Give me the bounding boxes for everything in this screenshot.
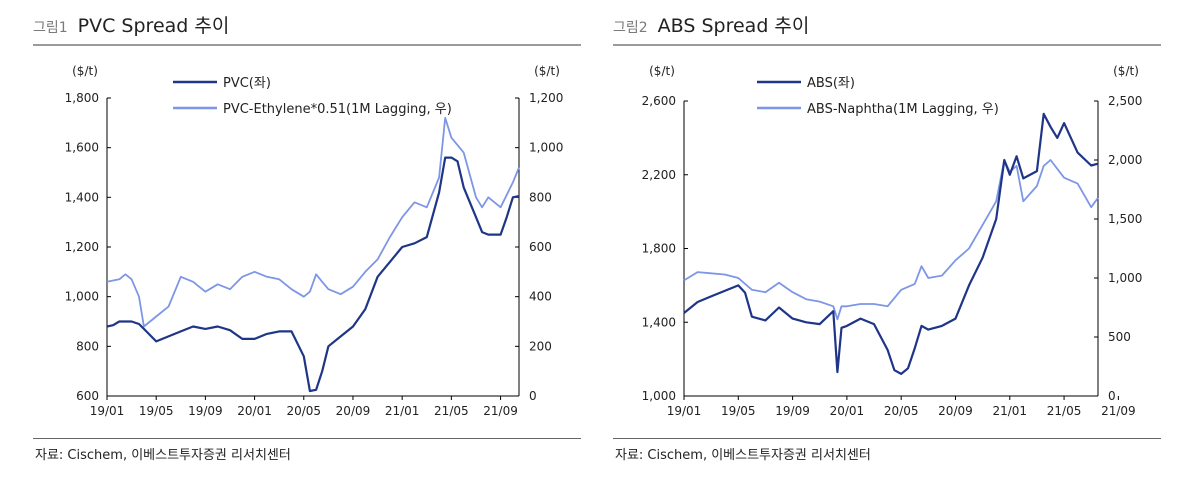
title-rule <box>613 44 1161 46</box>
chart-title: 그림1 PVC Spread 추이 <box>33 12 229 40</box>
pvc-spread-chart: ($/t) ($/t) 1,800 1,600 1,400 1,200 1,000 800 60… <box>65 64 564 418</box>
x-tick-label: 19/09 <box>188 404 223 418</box>
x-tick-label: 20/01 <box>237 404 272 418</box>
legend-label: PVC(좌) <box>223 76 271 91</box>
x-tick-label: 20/05 <box>884 404 919 418</box>
y-tick-label-left: 600 <box>76 389 99 403</box>
source-rule <box>613 438 1161 439</box>
series-line-spread <box>683 159 1099 321</box>
y-axis-unit-left: ($/t) <box>72 64 98 78</box>
y-tick-label-right: 600 <box>529 240 552 254</box>
y-tick-label-right: 1,000 <box>529 141 563 155</box>
y-tick-label-right: 200 <box>529 339 552 353</box>
y-tick-label-left: 1,600 <box>65 141 99 155</box>
source-note: 자료: Cischem, 이베스트투자증권 리서치센터 <box>615 448 871 463</box>
y-tick-label-right: 2,000 <box>1108 153 1142 167</box>
chart-panel-pvc: 그림1 PVC Spread 추이 ($/t) ($/t) 1,800 1,600 1,4… <box>33 0 581 484</box>
y-tick-label-left: 2,600 <box>642 94 676 108</box>
y-tick-label-left: 1,000 <box>65 290 99 304</box>
y-tick-label-left: 2,200 <box>642 168 676 182</box>
y-tick-label-left: 1,800 <box>65 91 99 105</box>
figure-label: 그림1 <box>33 20 68 36</box>
source-rule <box>33 438 581 439</box>
legend-label: ABS(좌) <box>807 76 855 91</box>
x-tick-label: 19/01 <box>667 404 702 418</box>
chart-title-text: PVC Spread 추이 <box>77 15 230 37</box>
x-tick-label: 19/09 <box>775 404 810 418</box>
x-tick-label: 19/05 <box>139 404 174 418</box>
x-tick-label: 21/05 <box>1047 404 1082 418</box>
y-tick-label-right: 0 <box>1108 389 1116 403</box>
y-tick-label-left: 1,000 <box>642 389 676 403</box>
y-tick-label-left: 1,400 <box>642 315 676 329</box>
x-tick-label: 21/01 <box>385 404 420 418</box>
y-tick-label-right: 500 <box>1108 330 1131 344</box>
y-tick-label-left: 1,200 <box>65 240 99 254</box>
chart-title: 그림2 ABS Spread 추이 <box>613 12 809 40</box>
chart-panel-abs: 그림2 ABS Spread 추이 ($/t) ($/t) 2,600 2,200 1,8… <box>613 0 1161 484</box>
source-note: 자료: Cischem, 이베스트투자증권 리서치센터 <box>35 448 291 463</box>
y-axis-unit-right: ($/t) <box>534 64 560 78</box>
y-axis-unit-right: ($/t) <box>1113 64 1139 78</box>
series-line-primary <box>683 112 1099 375</box>
x-tick-label: 20/05 <box>286 404 321 418</box>
title-rule <box>33 44 581 46</box>
series-line-primary <box>106 156 520 393</box>
y-tick-label-left: 800 <box>76 339 99 353</box>
legend-label: PVC-Ethylene*0.51(1M Lagging, 우) <box>223 102 452 117</box>
abs-spread-chart: ($/t) ($/t) 2,600 2,200 1,800 1,400 1,000 2,500… <box>642 64 1143 418</box>
y-tick-label-right: 2,500 <box>1108 94 1142 108</box>
y-tick-label-right: 1,500 <box>1108 212 1142 226</box>
chart-title-text: ABS Spread 추이 <box>657 15 810 37</box>
y-tick-label-left: 1,800 <box>642 242 676 256</box>
x-tick-label: 21/09 <box>483 404 518 418</box>
figure-label: 그림2 <box>613 20 648 36</box>
y-tick-label-right: 0 <box>529 389 537 403</box>
x-tick-label: 20/09 <box>938 404 973 418</box>
legend-label: ABS-Naphtha(1M Lagging, 우) <box>807 102 999 117</box>
x-tick-label: 19/01 <box>90 404 125 418</box>
y-tick-label-left: 1,400 <box>65 190 99 204</box>
y-tick-label-right: 1,200 <box>529 91 563 105</box>
x-tick-label: 21/05 <box>434 404 469 418</box>
y-axis-unit-left: ($/t) <box>649 64 675 78</box>
y-tick-label-right: 1,000 <box>1108 271 1142 285</box>
x-tick-label: 21/01 <box>992 404 1027 418</box>
x-tick-label: 20/09 <box>336 404 371 418</box>
x-tick-label: 21/09 <box>1101 404 1136 418</box>
x-tick-label: 19/05 <box>721 404 756 418</box>
x-tick-label: 20/01 <box>830 404 865 418</box>
y-tick-label-right: 800 <box>529 190 552 204</box>
series-line-spread <box>106 117 520 328</box>
y-tick-label-right: 400 <box>529 290 552 304</box>
